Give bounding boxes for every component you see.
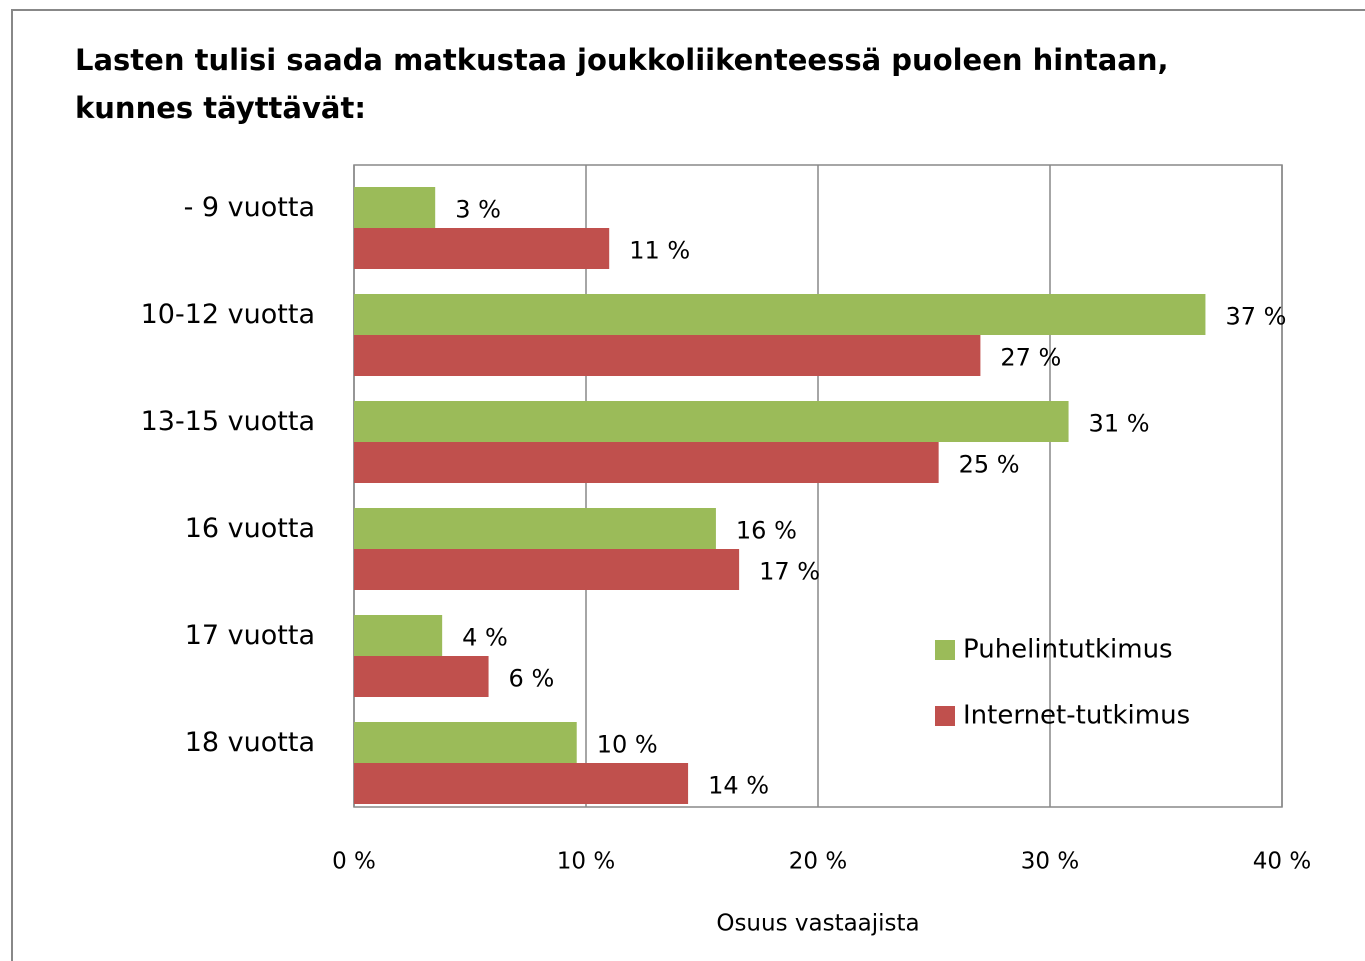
x-tick-label: 0 % bbox=[332, 849, 376, 875]
x-tick-label: 40 % bbox=[1253, 849, 1311, 875]
data-label: 14 % bbox=[708, 772, 769, 800]
frame bbox=[11, 9, 1365, 961]
y-tick-label: 13-15 vuotta bbox=[141, 406, 315, 437]
bar bbox=[354, 228, 610, 269]
y-tick-label: 18 vuotta bbox=[185, 727, 315, 758]
bar bbox=[354, 656, 489, 697]
bar bbox=[354, 335, 981, 376]
bar bbox=[354, 549, 740, 590]
data-label: 3 % bbox=[455, 196, 501, 224]
y-tick-label: - 9 vuotta bbox=[184, 192, 315, 223]
bar bbox=[354, 722, 577, 763]
data-label: 17 % bbox=[759, 558, 820, 586]
data-label: 27 % bbox=[1000, 344, 1061, 372]
x-axis-label: Osuus vastaajista bbox=[716, 911, 919, 937]
chart-title: Lasten tulisi saada matkustaa joukkoliik… bbox=[75, 43, 1169, 77]
chart-title: kunnes täyttävät: bbox=[75, 91, 366, 125]
data-label: 16 % bbox=[736, 517, 797, 545]
data-label: 31 % bbox=[1089, 410, 1150, 438]
legend-label: Puhelintutkimus bbox=[963, 635, 1173, 665]
bar bbox=[354, 508, 716, 549]
bar bbox=[354, 401, 1069, 442]
bar bbox=[354, 442, 939, 483]
data-label: 6 % bbox=[509, 665, 555, 693]
x-tick-label: 30 % bbox=[1021, 849, 1079, 875]
bar bbox=[354, 294, 1206, 335]
y-tick-label: 17 vuotta bbox=[185, 620, 315, 651]
data-label: 37 % bbox=[1225, 303, 1286, 331]
data-label: 4 % bbox=[462, 624, 508, 652]
x-tick-label: 20 % bbox=[789, 849, 847, 875]
legend-swatch bbox=[935, 640, 955, 660]
legend-swatch bbox=[935, 706, 955, 726]
bar bbox=[354, 763, 689, 804]
data-label: 11 % bbox=[629, 237, 690, 265]
y-tick-label: 16 vuotta bbox=[185, 513, 315, 544]
y-tick-label: 10-12 vuotta bbox=[141, 299, 315, 330]
data-label: 25 % bbox=[959, 451, 1020, 479]
bar bbox=[354, 187, 436, 228]
data-label: 10 % bbox=[597, 731, 658, 759]
x-tick-label: 10 % bbox=[557, 849, 615, 875]
bar bbox=[354, 615, 443, 656]
legend-label: Internet-tutkimus bbox=[963, 701, 1190, 731]
